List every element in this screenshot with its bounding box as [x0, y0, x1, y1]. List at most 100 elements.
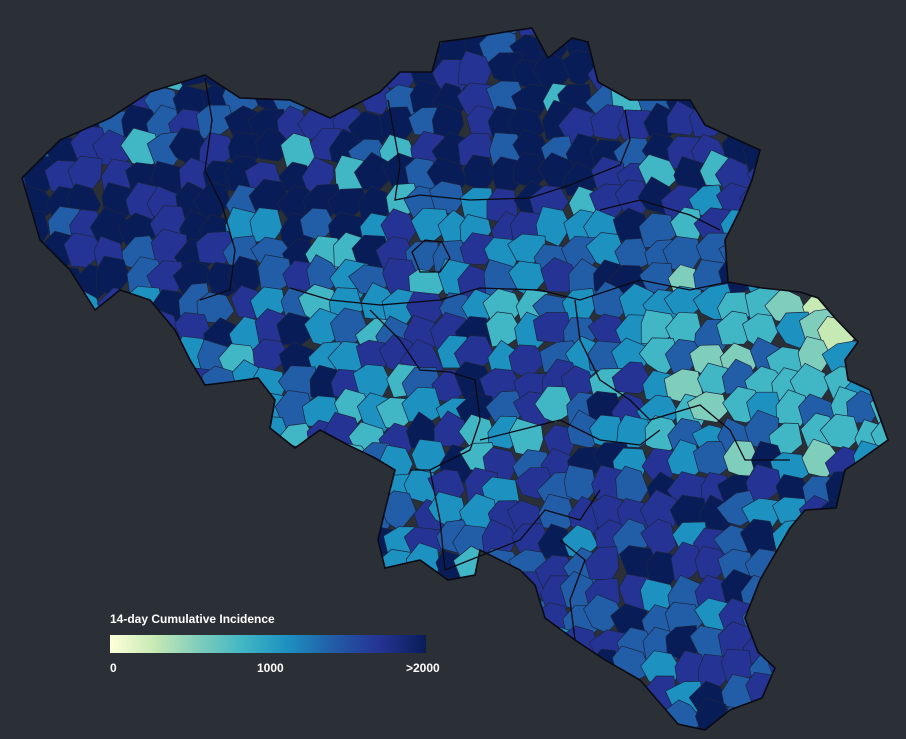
- municipality: [766, 159, 802, 196]
- municipality: [18, 1, 53, 41]
- municipality: [586, 6, 626, 38]
- municipality: [880, 183, 906, 219]
- municipality: [91, 513, 130, 550]
- municipality: [43, 681, 85, 717]
- municipality: [537, 709, 574, 739]
- municipality: [0, 184, 23, 219]
- municipality: [0, 472, 34, 504]
- municipality: [844, 5, 885, 39]
- legend-title: 14-day Cumulative Incidence: [110, 612, 440, 626]
- municipality: [871, 493, 906, 530]
- municipality: [488, 653, 526, 694]
- municipality: [41, 546, 81, 585]
- municipality: [195, 496, 236, 530]
- municipality: [776, 126, 809, 163]
- municipality: [23, 470, 54, 507]
- municipality: [768, 626, 810, 662]
- municipality: [506, 627, 547, 664]
- municipality: [174, 703, 212, 737]
- municipality: [125, 472, 160, 509]
- municipality: [0, 450, 22, 482]
- municipality: [147, 445, 183, 478]
- municipality: [790, 182, 827, 217]
- municipality: [799, 55, 831, 94]
- municipality: [427, 706, 467, 739]
- municipality: [16, 496, 50, 532]
- municipality: [152, 344, 186, 379]
- municipality: [226, 706, 269, 739]
- municipality: [169, 676, 208, 716]
- municipality: [0, 335, 30, 371]
- municipality: [0, 36, 32, 68]
- municipality: [118, 493, 157, 529]
- municipality: [847, 545, 882, 584]
- municipality: [0, 56, 34, 95]
- municipality: [42, 31, 84, 64]
- municipality: [145, 471, 184, 503]
- color-legend: 14-day Cumulative Incidence 0 1000 >2000: [110, 612, 440, 677]
- municipality: [354, 467, 387, 503]
- municipality: [175, 30, 211, 60]
- municipality: [456, 629, 494, 666]
- municipality: [122, 421, 159, 458]
- municipality: [880, 443, 906, 480]
- municipality: [125, 28, 156, 64]
- municipality: [773, 678, 805, 714]
- municipality: [228, 571, 261, 607]
- municipality: [227, 469, 270, 506]
- municipality: [719, 30, 758, 69]
- municipality: [304, 470, 339, 506]
- municipality: [0, 627, 31, 661]
- municipality: [40, 367, 77, 401]
- municipality: [0, 543, 28, 581]
- municipality: [0, 392, 29, 426]
- municipality: [794, 521, 833, 558]
- municipality: [44, 652, 76, 692]
- municipality: [466, 706, 500, 739]
- municipality: [328, 493, 364, 533]
- municipality: [875, 601, 906, 639]
- municipality: [221, 3, 256, 38]
- municipality: [93, 553, 129, 586]
- municipality: [45, 704, 85, 735]
- municipality: [307, 576, 344, 612]
- municipality: [94, 495, 132, 533]
- municipality: [44, 389, 82, 428]
- municipality: [128, 567, 161, 605]
- municipality: [798, 701, 839, 735]
- municipality: [275, 572, 312, 610]
- municipality: [143, 0, 179, 38]
- municipality: [47, 497, 84, 533]
- municipality: [73, 704, 108, 738]
- municipality: [227, 525, 260, 557]
- municipality: [487, 630, 526, 664]
- municipality: [792, 678, 829, 712]
- municipality: [173, 393, 209, 433]
- municipality: [0, 133, 24, 175]
- municipality: [73, 552, 107, 587]
- municipality: [48, 449, 85, 481]
- municipality: [66, 489, 101, 525]
- municipality: [71, 600, 105, 633]
- municipality: [749, 0, 780, 36]
- municipality: [883, 519, 906, 554]
- municipality: [253, 548, 291, 584]
- municipality: [141, 501, 182, 535]
- municipality: [0, 311, 29, 345]
- municipality: [202, 446, 241, 482]
- municipality: [739, 707, 781, 739]
- municipality: [38, 423, 76, 458]
- municipality: [595, 697, 630, 738]
- municipality: [855, 232, 891, 270]
- municipality: [376, 3, 415, 33]
- municipality: [0, 492, 31, 526]
- municipality: [16, 261, 50, 292]
- municipality: [746, 233, 785, 268]
- municipality: [89, 576, 130, 615]
- municipality: [0, 605, 30, 639]
- municipality: [275, 546, 314, 586]
- municipality: [847, 706, 883, 739]
- municipality: [257, 575, 290, 614]
- municipality: [770, 572, 808, 605]
- legend-ticks: 0 1000 >2000: [110, 661, 440, 677]
